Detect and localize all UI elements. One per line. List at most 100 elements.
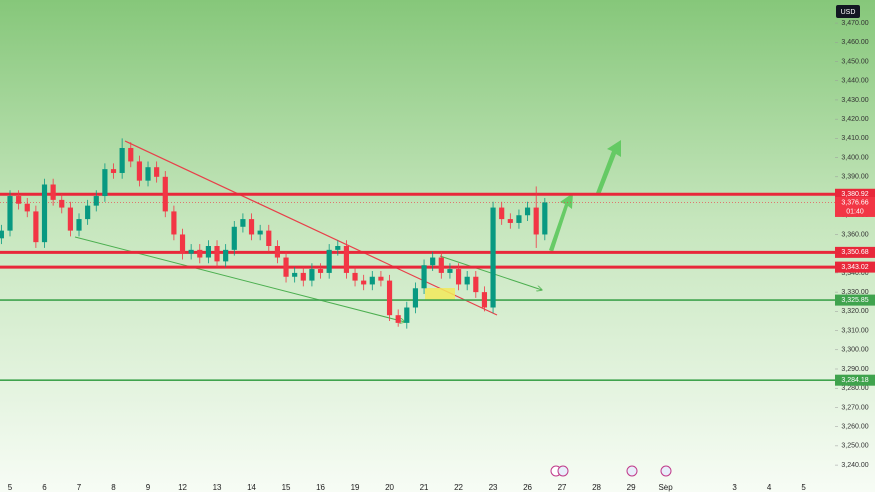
x-tick-label: 8: [111, 483, 116, 492]
candle-body: [7, 196, 13, 231]
candle-body: [361, 280, 367, 285]
level-label: 3,325.85: [841, 297, 868, 304]
level-badge: [835, 374, 875, 386]
level-badge: [835, 246, 875, 258]
x-tick-label: 23: [489, 483, 498, 492]
arrow: [596, 140, 621, 195]
currency-badge: [836, 5, 860, 18]
candle-body: [395, 315, 401, 323]
candle-body: [171, 211, 177, 235]
candle-body: [542, 202, 548, 235]
candle-body: [85, 205, 91, 220]
y-tick-label: 3,250.00: [841, 443, 868, 450]
y-tick-label: 3,440.00: [841, 78, 868, 85]
y-tick-label: 3,390.00: [841, 174, 868, 181]
y-tick-label: 3,430.00: [841, 97, 868, 104]
candle-body: [136, 161, 142, 181]
candle-body: [326, 249, 332, 273]
candle-body: [499, 207, 505, 220]
x-tick-label: 20: [385, 483, 394, 492]
candle-body: [119, 147, 125, 173]
candle-body: [507, 219, 513, 223]
event-icon: [660, 465, 672, 477]
candle-body: [292, 272, 298, 277]
candle-body: [300, 272, 306, 281]
x-tick-label: 28: [592, 483, 601, 492]
x-tick-label: 9: [146, 483, 151, 492]
candle-body: [93, 196, 99, 206]
candle-body: [274, 246, 281, 258]
y-tick-label: 3,340.00: [841, 270, 868, 277]
x-tick-label: 16: [316, 483, 325, 492]
x-tick-label: 26: [523, 483, 532, 492]
candle-body: [50, 184, 56, 200]
candle-body: [59, 199, 65, 208]
y-tick-label: 3,360.00: [841, 231, 868, 238]
candle-body: [352, 272, 358, 281]
candle-body: [0, 230, 4, 239]
level-label: 3,350.68: [841, 249, 868, 256]
candle-body: [404, 307, 410, 323]
candle-body: [67, 207, 73, 231]
level-badge: [835, 261, 875, 273]
x-tick-label: 5: [8, 483, 13, 492]
candle-body: [41, 184, 48, 243]
event-icon: [626, 465, 638, 477]
candle-body: [162, 176, 168, 212]
candle-body: [145, 167, 151, 181]
candle-body: [524, 207, 531, 216]
x-tick-label: 21: [420, 483, 429, 492]
y-tick-label: 3,470.00: [841, 20, 868, 27]
x-tick-label: 29: [627, 483, 636, 492]
candle-body: [369, 276, 375, 285]
candle-body: [378, 276, 384, 281]
candle-body: [438, 257, 444, 273]
y-tick-label: 3,300.00: [841, 347, 868, 354]
candle-body: [128, 147, 134, 162]
candle-body: [223, 249, 229, 262]
y-tick-label: 3,290.00: [841, 366, 868, 373]
candle-body: [386, 280, 393, 316]
candle-body: [473, 276, 479, 293]
candle-body: [343, 246, 350, 273]
countdown-label: 01:40: [846, 208, 864, 215]
candle-body: [516, 215, 522, 223]
x-tick-label: 4: [767, 483, 772, 492]
candle-body: [188, 249, 194, 254]
level-label: 3,343.02: [841, 264, 868, 271]
candle-body: [154, 167, 160, 177]
candle-body: [490, 207, 496, 308]
y-tick-label: 3,320.00: [841, 308, 868, 315]
x-tick-label: Sep: [658, 483, 673, 492]
candle-body: [421, 265, 427, 289]
candle-body: [33, 211, 39, 243]
candle-body: [317, 269, 324, 273]
x-tick-label: 14: [247, 483, 256, 492]
candle-body: [309, 269, 315, 281]
level-badge: [835, 188, 875, 200]
level-label: 3,380.92: [841, 191, 868, 198]
candle-body: [102, 169, 108, 197]
arrow: [549, 193, 573, 252]
x-tick-label: 15: [282, 483, 291, 492]
trend-line: [124, 140, 498, 316]
event-icon: [557, 465, 569, 477]
y-tick-label: 3,410.00: [841, 135, 868, 142]
candle-body: [266, 230, 272, 246]
level-label: 3,284.18: [841, 377, 868, 384]
currency-label: USD: [841, 9, 856, 16]
x-tick-label: 13: [213, 483, 222, 492]
candle-body: [231, 226, 237, 250]
candle-body: [412, 288, 419, 308]
candle-body: [179, 234, 186, 254]
x-tick-label: 22: [454, 483, 463, 492]
highlight-box: [425, 288, 455, 300]
y-tick-label: 3,460.00: [841, 39, 868, 46]
y-tick-label: 3,310.00: [841, 327, 868, 334]
y-tick-label: 3,270.00: [841, 404, 868, 411]
y-tick-label: 3,400.00: [841, 154, 868, 161]
x-tick-label: 5: [801, 483, 806, 492]
candle-body: [205, 246, 211, 258]
